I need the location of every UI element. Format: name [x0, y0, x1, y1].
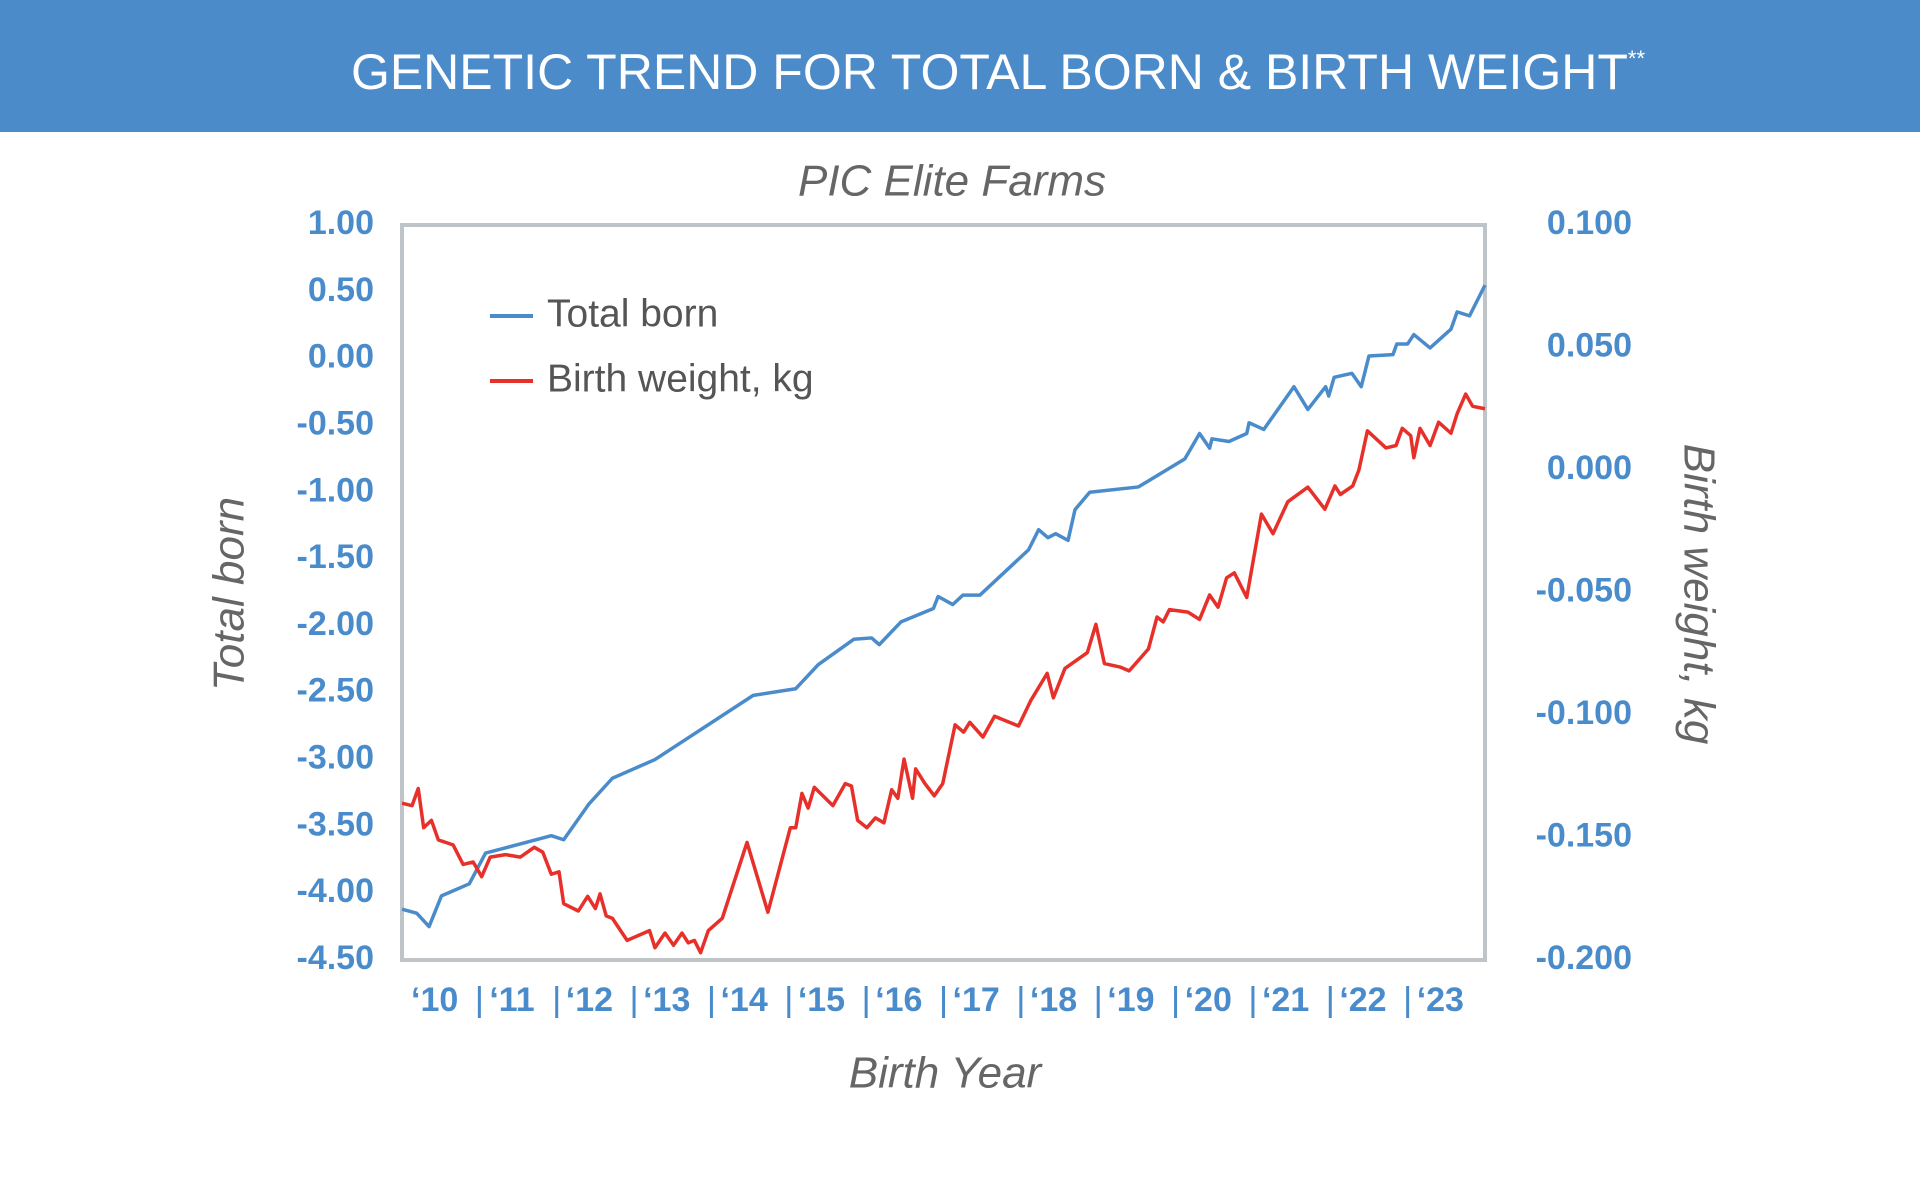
legend-label: Birth weight, kg [547, 357, 814, 400]
y2-tick-label: 0.050 [1547, 326, 1632, 364]
legend-label: Total born [547, 292, 718, 335]
x-tick-label: ‘22 [1339, 981, 1386, 1019]
x-tick-label: ‘10 [411, 981, 458, 1019]
header-band [0, 0, 1920, 132]
chart-title: GENETIC TREND FOR TOTAL BORN & BIRTH WEI… [351, 44, 1646, 100]
x-tick-label: ‘19 [1107, 981, 1154, 1019]
y2-tick-label: -0.200 [1536, 939, 1632, 977]
chart-subtitle: PIC Elite Farms [798, 157, 1106, 206]
x-tick-label: ‘18 [1030, 981, 1077, 1019]
y2-tick-label: 0.100 [1547, 204, 1632, 242]
x-tick-label: ‘15 [798, 981, 845, 1019]
y-tick-label: -3.50 [297, 805, 375, 843]
y-tick-label: -4.00 [297, 872, 375, 910]
y2-tick-label: -0.150 [1536, 816, 1632, 854]
y2-tick-label: -0.050 [1536, 571, 1632, 609]
y2-tick-label: 0.000 [1547, 449, 1632, 487]
x-tick-label: ‘23 [1417, 981, 1464, 1019]
x-tick-label: ‘21 [1262, 981, 1309, 1019]
x-axis-title: Birth Year [849, 1049, 1044, 1098]
title-text: GENETIC TREND FOR TOTAL BORN & BIRTH WEI… [351, 44, 1628, 100]
x-tick-label: ‘12 [566, 981, 613, 1019]
y-tick-label: -2.00 [297, 605, 375, 643]
y2-tick-label: -0.100 [1536, 694, 1632, 732]
y-tick-label: 0.50 [308, 271, 374, 309]
x-tick-label: ‘14 [720, 981, 767, 1019]
y-tick-label: 1.00 [308, 204, 374, 242]
y-tick-label: -1.50 [297, 538, 375, 576]
y-tick-label: -3.00 [297, 739, 375, 777]
data-line [401, 392, 1486, 955]
x-tick-label: ‘17 [953, 981, 1000, 1019]
y-tick-label: -1.00 [297, 471, 375, 509]
x-tick-label: ‘13 [643, 981, 690, 1019]
y2-axis-title: Birth weight, kg [1674, 444, 1723, 745]
x-tick-label: ‘11 [489, 981, 534, 1019]
title-superscript: ** [1628, 46, 1646, 71]
x-tick-label: ‘20 [1185, 981, 1232, 1019]
y-tick-label: -0.50 [297, 404, 375, 442]
y-axis-title: Total born [205, 497, 254, 691]
y-tick-label: -2.50 [297, 672, 375, 710]
data-line [401, 284, 1487, 929]
y-tick-label: -4.50 [297, 939, 375, 977]
x-tick-label: ‘16 [875, 981, 922, 1019]
y-tick-label: 0.00 [308, 338, 374, 376]
